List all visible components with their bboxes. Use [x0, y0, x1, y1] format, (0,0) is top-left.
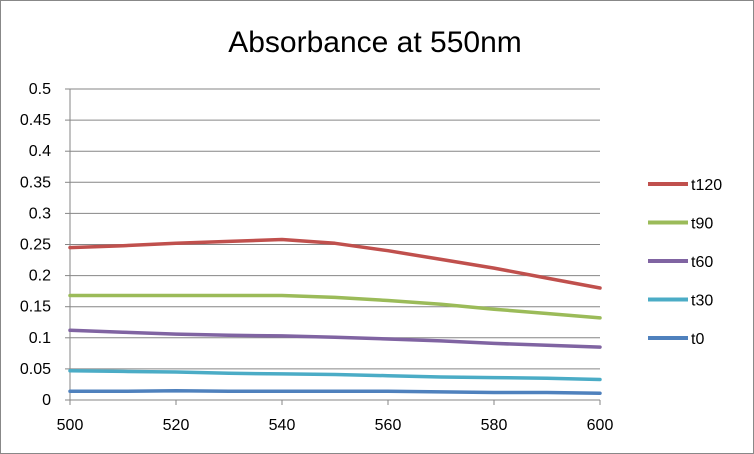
x-tick-label: 500 — [57, 417, 84, 434]
grid-lines — [70, 88, 600, 370]
y-tick-labels: 0 0.05 0.1 0.15 0.2 0.25 0.3 0.35 0.4 0.45 0.5 — [20, 81, 51, 409]
x-tick-label: 580 — [481, 417, 508, 434]
x-tick-labels: 500 520 540 560 580 600 — [57, 417, 614, 434]
x-tick-label: 520 — [163, 417, 190, 434]
x-tick-label: 540 — [269, 417, 296, 434]
legend-label-t30: t30 — [691, 293, 713, 310]
y-tick-label: 0.5 — [29, 81, 51, 98]
y-tick-label: 0.25 — [20, 237, 51, 254]
y-tick-label: 0.15 — [20, 299, 51, 316]
axes — [65, 88, 601, 405]
series-line-t30 — [68, 369, 602, 382]
legend-label-t0: t0 — [691, 331, 704, 348]
series-line-t120 — [68, 237, 602, 290]
legend-label-t90: t90 — [691, 216, 713, 233]
y-tick-label: 0 — [42, 392, 51, 409]
x-tick-label: 560 — [375, 417, 402, 434]
y-tick-label: 0.45 — [20, 112, 51, 129]
y-tick-label: 0.2 — [29, 268, 51, 285]
series-line-t60 — [68, 328, 602, 349]
y-tick-label: 0.05 — [20, 361, 51, 378]
x-tick-label: 600 — [587, 417, 614, 434]
legend-label-t120: t120 — [691, 177, 722, 194]
chart-title: Absorbance at 550nm — [228, 26, 522, 59]
y-tick-label: 0.4 — [29, 143, 51, 160]
y-tick-label: 0.35 — [20, 174, 51, 191]
series-lines — [68, 237, 602, 395]
y-tick-label: 0.1 — [29, 330, 51, 347]
legend-label-t60: t60 — [691, 254, 713, 271]
series-line-t0 — [68, 388, 602, 395]
y-tick-label: 0.3 — [29, 205, 51, 222]
series-line-t90 — [68, 293, 602, 320]
legend: t120 t90 t60 t30 t0 — [648, 177, 722, 348]
